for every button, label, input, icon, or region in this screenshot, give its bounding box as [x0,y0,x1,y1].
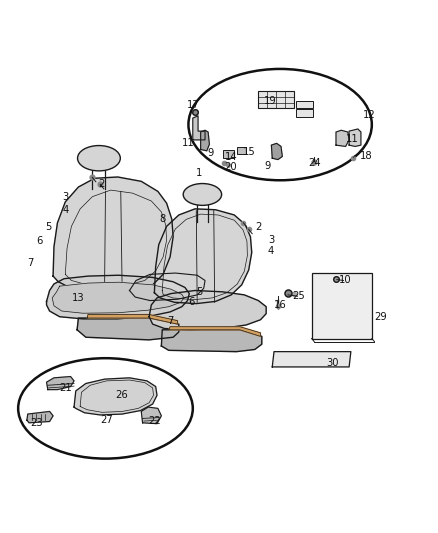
Text: 9: 9 [265,161,271,171]
Polygon shape [130,273,205,301]
Text: 6: 6 [189,297,195,308]
Text: 21: 21 [59,383,72,393]
Polygon shape [77,318,179,340]
Polygon shape [87,314,177,324]
Polygon shape [272,143,283,159]
Polygon shape [201,130,209,151]
Polygon shape [161,330,262,352]
Text: 20: 20 [224,162,237,172]
Polygon shape [52,282,184,313]
Polygon shape [141,407,161,424]
Text: 16: 16 [274,300,286,310]
Text: 3: 3 [268,235,275,245]
Bar [311,273,372,338]
Polygon shape [349,129,361,147]
Polygon shape [272,352,351,367]
Text: 5: 5 [46,222,52,232]
Ellipse shape [183,183,222,205]
Polygon shape [193,116,205,140]
Text: 29: 29 [374,312,387,322]
Text: 18: 18 [360,151,373,161]
Text: 22: 22 [148,416,161,426]
Text: 10: 10 [339,276,352,286]
Text: 30: 30 [326,358,339,368]
Text: 13: 13 [72,293,85,303]
Text: 4: 4 [62,205,68,215]
Text: 6: 6 [36,236,42,246]
Text: 14: 14 [225,152,237,163]
Text: 4: 4 [267,246,274,256]
Text: 19: 19 [264,95,277,106]
Text: 2: 2 [255,222,261,232]
Text: 5: 5 [197,287,203,297]
Text: 11: 11 [346,134,359,144]
Text: 12: 12 [363,110,376,119]
Text: 3: 3 [62,192,68,201]
Text: 27: 27 [100,415,113,425]
Bar [296,101,313,108]
Polygon shape [149,290,266,330]
Ellipse shape [78,146,120,171]
Text: 24: 24 [309,158,321,167]
Text: 26: 26 [116,390,128,400]
Text: 11: 11 [182,139,195,148]
Text: 17: 17 [187,100,199,110]
Text: 8: 8 [159,214,166,224]
Polygon shape [74,378,157,415]
Polygon shape [336,130,349,147]
Text: 1: 1 [196,168,202,177]
Text: 9: 9 [207,148,213,158]
Bar [258,91,294,108]
Text: 7: 7 [167,316,173,326]
Polygon shape [46,376,74,390]
Text: 25: 25 [292,291,305,301]
Polygon shape [53,177,173,295]
Text: 7: 7 [27,258,34,268]
Polygon shape [154,209,252,304]
Text: 2: 2 [98,179,104,189]
Polygon shape [27,411,53,423]
Text: 15: 15 [243,147,256,157]
Text: 23: 23 [30,418,43,428]
Bar [237,147,246,154]
Polygon shape [46,275,189,319]
Bar [296,109,313,117]
Bar [223,150,234,158]
Polygon shape [169,327,261,336]
